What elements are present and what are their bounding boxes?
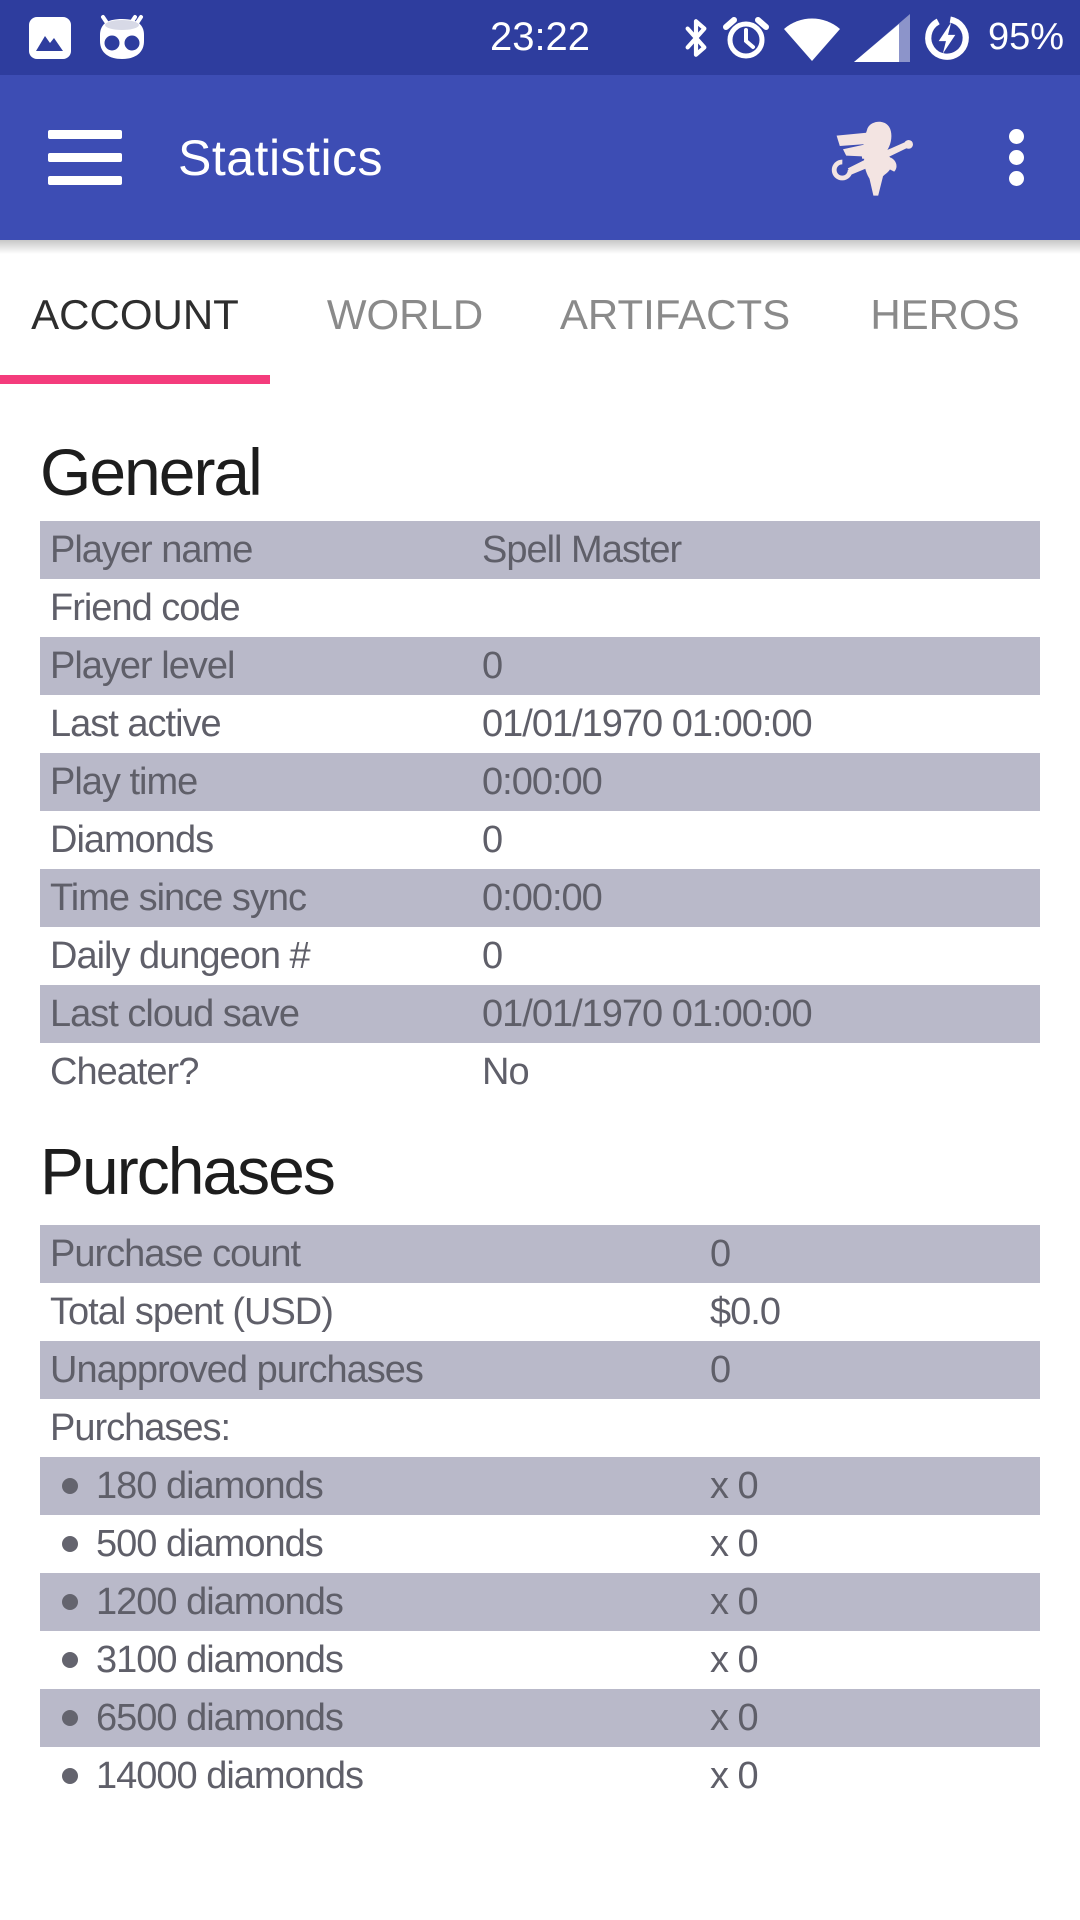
notification-icons [28,0,150,75]
signal-icon [853,13,910,62]
stat-row-time-since-sync: Time since sync 0:00:00 [40,868,1040,927]
stat-row-unapproved-purchases: Unapproved purchases 0 [40,1341,1040,1400]
overflow-menu-button[interactable] [1001,125,1032,190]
tab-heros[interactable]: HEROS [810,240,1080,390]
stat-row-last-active: Last active 01/01/1970 01:00:00 [50,702,813,745]
stat-row-cheater: Cheater? No [50,1050,530,1093]
stat-row-play-time: Play time 0:00:00 [40,752,1040,811]
stat-row-last-cloud-save: Last cloud save 01/01/1970 01:00:00 [40,984,1040,1043]
cyanogenmod-icon [94,13,150,63]
stat-row-daily-dungeon: Daily dungeon # 0 [50,934,503,977]
tab-account[interactable]: ACCOUNT [0,240,270,390]
tab-label: ACCOUNT [31,291,239,338]
stat-row-diamonds: Diamonds 0 [50,818,503,861]
clock: 23:22 [489,15,591,59]
tab-label: WORLD [326,291,484,338]
stat-row-player-name: Player name Spell Master [40,520,1040,579]
section-title-general: General [40,435,263,509]
fairy-icon [819,99,923,217]
photos-notification-icon [28,15,72,61]
tab-world[interactable]: WORLD [270,240,540,390]
bullet-icon [62,1478,78,1495]
tab-label: HEROS [870,291,1020,338]
tab-label: ARTIFACTS [559,291,791,338]
battery-charging-icon [922,13,972,63]
bluetooth-icon [682,15,710,61]
bullet-icon [62,1710,78,1727]
page-title: Statistics [178,129,384,186]
bullet-icon [62,1594,78,1611]
stat-row-purchases-header: Purchases: [50,1407,231,1450]
purchase-item-14000: 14000 diamonds x 0 [40,1747,1040,1805]
purchase-item-500: 500 diamonds x 0 [40,1515,1040,1573]
menu-button[interactable] [48,124,122,191]
alarm-clock-icon [722,14,770,62]
battery-percent: 95% [987,16,1064,58]
purchase-item-1200: 1200 diamonds x 0 [40,1573,1040,1632]
bullet-icon [62,1768,78,1785]
purchase-item-6500: 6500 diamonds x 0 [40,1689,1040,1748]
stat-row-friend-code: Friend code [50,586,241,629]
purchase-item-180: 180 diamonds x 0 [40,1457,1040,1516]
app-bar: Statistics [0,75,1080,240]
general-stats-table: Player name Spell Master Friend code Pla… [40,520,1040,1101]
bullet-icon [62,1536,78,1553]
system-status-icons: 95% [682,0,1064,75]
tab-artifacts[interactable]: ARTIFACTS [540,240,810,390]
active-tab-indicator [0,375,270,384]
bullet-icon [62,1652,78,1669]
tab-bar: ACCOUNT WORLD ARTIFACTS HEROS [0,240,1080,390]
section-title-purchases: Purchases [40,1133,336,1208]
purchases-stats-table: Purchase count 0 Total spent (USD) $0.0 … [40,1225,1040,1805]
stat-row-total-spent: Total spent (USD) $0.0 [50,1291,781,1334]
stat-row-purchase-count: Purchase count 0 [40,1225,1040,1284]
stat-row-player-level: Player level 0 [40,636,1040,695]
stats-content: General Player name Spell Master Friend … [0,436,1080,1805]
purchase-item-3100: 3100 diamonds x 0 [40,1631,1040,1689]
status-bar: 23:22 [0,0,1080,75]
wifi-icon [782,14,842,62]
